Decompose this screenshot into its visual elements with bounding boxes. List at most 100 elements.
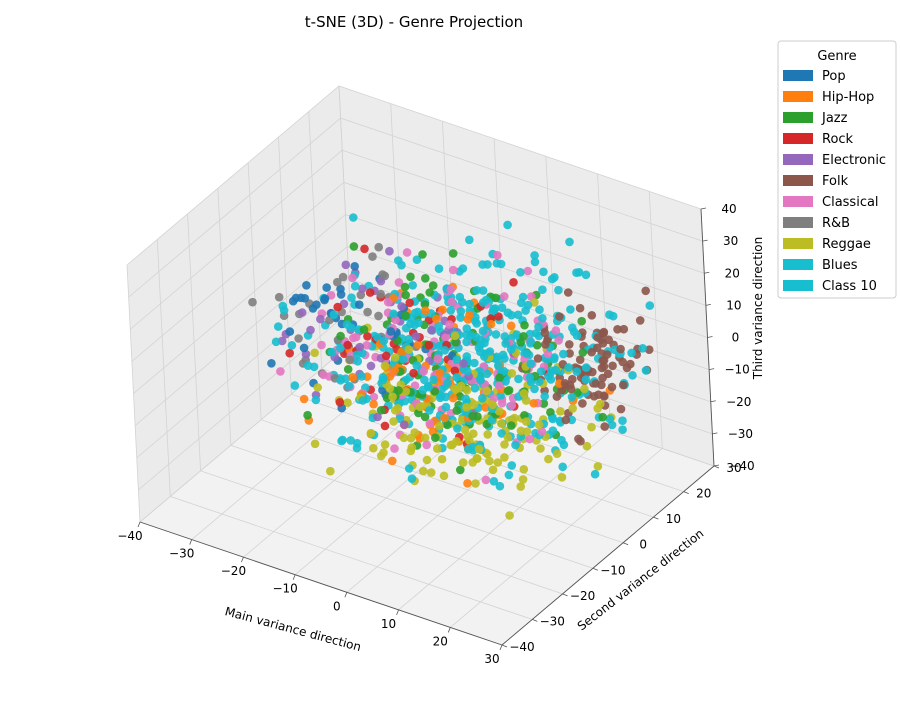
y-axis-edge (501, 465, 715, 646)
data-point (385, 384, 395, 393)
data-point (581, 270, 591, 280)
data-point (641, 366, 651, 375)
legend-label: Pop (822, 69, 846, 84)
data-point (336, 376, 345, 385)
data-point (401, 290, 411, 300)
data-point (564, 363, 573, 372)
x-tick-mark (189, 539, 193, 545)
data-point (500, 292, 509, 301)
data-point (638, 344, 647, 353)
data-point (581, 375, 591, 384)
x-tick-mark (499, 644, 503, 651)
grid-line-z (131, 181, 707, 362)
data-point (494, 381, 504, 391)
data-point (526, 359, 536, 368)
data-point (465, 310, 474, 320)
data-point (386, 327, 396, 336)
data-point (531, 329, 541, 338)
data-point (302, 281, 311, 290)
data-point (535, 305, 544, 315)
data-point (530, 257, 540, 267)
data-point (422, 440, 432, 450)
data-point (478, 260, 487, 269)
data-point (336, 331, 345, 341)
data-point (380, 421, 390, 431)
data-point (294, 334, 303, 343)
data-point (440, 346, 450, 355)
data-point (608, 361, 617, 371)
z-tick-mark (709, 368, 715, 371)
data-point (538, 285, 547, 295)
data-point (557, 473, 567, 482)
data-point (572, 268, 581, 278)
data-point (532, 340, 542, 350)
data-point (422, 455, 432, 465)
data-point (478, 286, 488, 295)
data-point (299, 394, 309, 404)
data-point (378, 270, 387, 279)
data-point (550, 273, 559, 282)
z-tick-mark (710, 400, 716, 403)
data-point (552, 449, 562, 459)
data-point (581, 363, 591, 372)
data-point (500, 453, 509, 462)
data-point (616, 404, 626, 414)
data-point (462, 324, 472, 333)
data-point (537, 427, 547, 436)
data-point (440, 413, 449, 423)
data-point (589, 392, 599, 401)
data-point (271, 337, 281, 347)
data-point (285, 348, 295, 358)
axis-ticks: −40−30−20−100102030−40−30−20−100102030−4… (117, 202, 754, 666)
x-tick-mark (344, 592, 348, 598)
data-point (418, 385, 428, 395)
data-point (590, 469, 600, 479)
z-axis-label: Third variance direction (751, 237, 765, 381)
data-point (577, 316, 586, 326)
data-point (400, 282, 410, 292)
data-point (598, 339, 608, 348)
data-point (432, 314, 441, 324)
data-point (446, 306, 456, 315)
data-point (285, 327, 295, 336)
legend-label: Reggae (822, 237, 871, 252)
data-point (399, 355, 408, 364)
legend-frame (777, 40, 897, 299)
data-point (497, 419, 506, 428)
data-point (605, 414, 615, 424)
data-point (376, 276, 386, 286)
data-point (509, 278, 518, 287)
legend-swatch (783, 133, 813, 144)
data-point (530, 251, 539, 260)
data-point (433, 354, 443, 364)
data-point (337, 436, 346, 446)
data-point (560, 379, 570, 388)
legend-label: Hip-Hop (822, 90, 874, 105)
data-point (380, 361, 390, 371)
data-point (349, 333, 358, 343)
y-tick-mark (622, 542, 629, 546)
legend-label: Classical (822, 195, 879, 210)
data-point (313, 383, 323, 392)
data-point (568, 404, 577, 413)
data-point (618, 425, 627, 435)
data-point (576, 436, 585, 446)
z-tick-label: 0 (732, 331, 740, 345)
z-tick-mark (702, 239, 708, 242)
data-point (419, 466, 428, 476)
data-point (463, 432, 472, 441)
data-point (274, 322, 283, 331)
data-point (437, 384, 447, 394)
data-point (596, 399, 605, 409)
data-point (507, 401, 517, 410)
data-point (368, 252, 377, 261)
data-point (494, 312, 503, 321)
data-point (306, 325, 315, 335)
data-point (347, 293, 356, 303)
data-point (455, 292, 465, 302)
y-tick-label: 20 (696, 487, 711, 501)
data-point (401, 311, 410, 321)
y-tick-mark (713, 465, 720, 469)
data-point (373, 412, 382, 422)
data-point (310, 348, 320, 358)
